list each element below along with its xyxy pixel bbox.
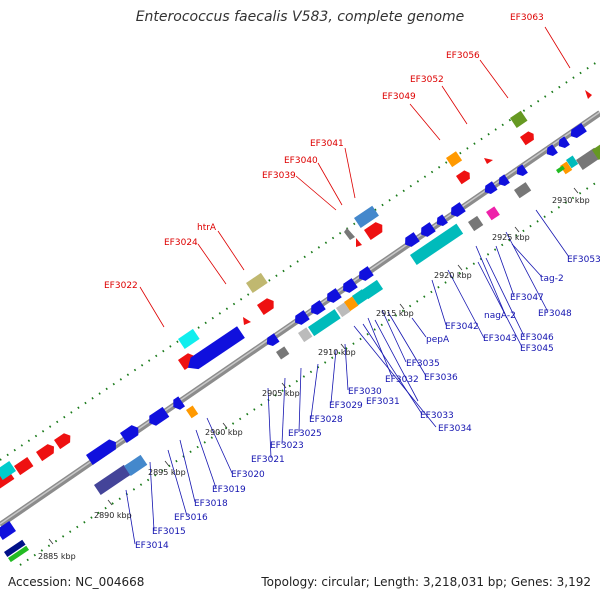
gene-label-ef3015[interactable]: EF3015 [152, 527, 186, 537]
gene-label-ef3032[interactable]: EF3032 [385, 375, 419, 385]
gene-label-ef3022[interactable]: EF3022 [104, 281, 138, 291]
gene-label-htra[interactable]: htrA [197, 223, 217, 233]
gene-label-ef3028[interactable]: EF3028 [309, 415, 343, 425]
gene-label-ef3023[interactable]: EF3023 [270, 441, 304, 451]
gene-label-ef3016[interactable]: EF3016 [174, 513, 208, 523]
gene-label-ef3019[interactable]: EF3019 [212, 485, 246, 495]
gene-label-ef3030[interactable]: EF3030 [348, 387, 382, 397]
gene-label-ef3018[interactable]: EF3018 [194, 499, 228, 509]
scale-label-2895: 2895 kbp [148, 468, 186, 477]
gene-label-ef3046[interactable]: EF3046 [520, 333, 554, 343]
gene-label-ef3025[interactable]: EF3025 [288, 429, 322, 439]
accession-text: Accession: NC_004668 [8, 575, 145, 589]
gene-label-pepa[interactable]: pepA [426, 335, 450, 345]
gene-label-ef3035[interactable]: EF3035 [406, 359, 440, 369]
gene-label-ef3053[interactable]: EF3053 [567, 255, 600, 265]
forward-gene-labels: EF3063 EF3056 EF3052 EF3049 EF3041 EF304… [104, 13, 544, 291]
gene-label-ef3039[interactable]: EF3039 [262, 171, 296, 181]
upper-dotted-track [0, 59, 600, 461]
scale-label-2930: 2930 kbp [552, 196, 590, 205]
gene-label-ef3014[interactable]: EF3014 [135, 541, 169, 551]
gene-label-ef3029[interactable]: EF3029 [329, 401, 363, 411]
scale-label-2900: 2900 kbp [205, 428, 243, 437]
scale-label-2905: 2905 kbp [262, 389, 300, 398]
scale-label-2910: 2910 kbp [318, 348, 356, 357]
scale-label-2920: 2920 kbp [434, 271, 472, 280]
gene-label-ef3047[interactable]: EF3047 [510, 293, 544, 303]
gene-label-naga-2[interactable]: nagA-2 [484, 311, 516, 321]
gene-label-ef3049[interactable]: EF3049 [382, 92, 416, 102]
scale-tick-marks [48, 187, 579, 545]
gene-label-ef3034[interactable]: EF3034 [438, 424, 472, 434]
gene-label-ef3024[interactable]: EF3024 [164, 238, 198, 248]
gene-label-ef3048[interactable]: EF3048 [538, 309, 572, 319]
reverse-label-leaders [125, 209, 570, 545]
forward-label-leaders [139, 26, 571, 328]
gene-label-ef3042[interactable]: EF3042 [445, 322, 479, 332]
scale-label-2925: 2925 kbp [492, 233, 530, 242]
reverse-gene-labels: EF3053 tag-2 EF3047 EF3048 nagA-2 EF3046… [135, 255, 600, 551]
gene-label-ef3063[interactable]: EF3063 [510, 13, 544, 23]
gene-label-ef3040[interactable]: EF3040 [284, 156, 318, 166]
reverse-strand-features [0, 123, 600, 563]
gene-label-ef3052[interactable]: EF3052 [410, 75, 444, 85]
gene-label-ef3020[interactable]: EF3020 [231, 470, 265, 480]
gene-label-ef3036[interactable]: EF3036 [424, 373, 458, 383]
gene-label-ef3041[interactable]: EF3041 [310, 139, 344, 149]
gene-label-ef3031[interactable]: EF3031 [366, 397, 400, 407]
gene-label-ef3045[interactable]: EF3045 [520, 344, 554, 354]
gene-label-ef3056[interactable]: EF3056 [446, 51, 480, 61]
scale-label-2885: 2885 kbp [38, 552, 76, 561]
gene-label-ef3033[interactable]: EF3033 [420, 411, 454, 421]
gene-label-ef3021[interactable]: EF3021 [251, 455, 285, 465]
genome-summary-text: Topology: circular; Length: 3,218,031 bp… [261, 575, 591, 589]
scale-label-2890: 2890 kbp [94, 511, 132, 520]
scale-labels: 2930 kbp 2925 kbp 2920 kbp 2915 kbp 2910… [38, 196, 590, 561]
gene-label-ef3043[interactable]: EF3043 [483, 334, 517, 344]
gene-label-tag-2[interactable]: tag-2 [540, 274, 564, 284]
scale-label-2915: 2915 kbp [376, 309, 414, 318]
map-title: Enterococcus faecalis V583, complete gen… [135, 9, 465, 25]
